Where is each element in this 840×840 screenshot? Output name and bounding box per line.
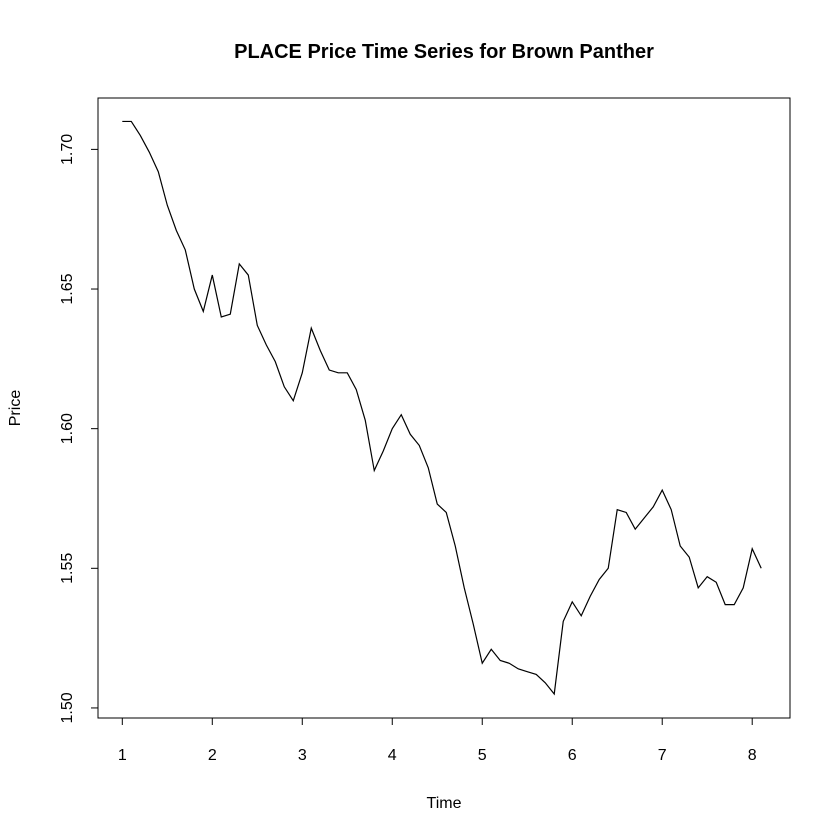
y-axis-title: Price: [7, 390, 24, 427]
x-tick-label: 8: [748, 747, 757, 764]
x-tick-label: 3: [298, 747, 307, 764]
x-tick-label: 6: [568, 747, 577, 764]
x-tick-label: 4: [388, 747, 397, 764]
x-axis-title: Time: [427, 795, 462, 812]
price-line: [122, 120, 762, 696]
y-tick-label: 1.70: [59, 134, 76, 165]
plot-frame: [97, 97, 791, 719]
x-tick-label: 5: [478, 747, 487, 764]
y-tick-label: 1.65: [59, 273, 76, 304]
x-tick-label: 7: [658, 747, 667, 764]
y-tick-label: 1.55: [59, 553, 76, 584]
y-tick-label: 1.60: [59, 413, 76, 444]
x-tick-label: 1: [118, 747, 127, 764]
x-tick-label: 2: [208, 747, 217, 764]
chart-title: PLACE Price Time Series for Brown Panthe…: [234, 41, 654, 63]
y-tick-label: 1.50: [59, 692, 76, 723]
